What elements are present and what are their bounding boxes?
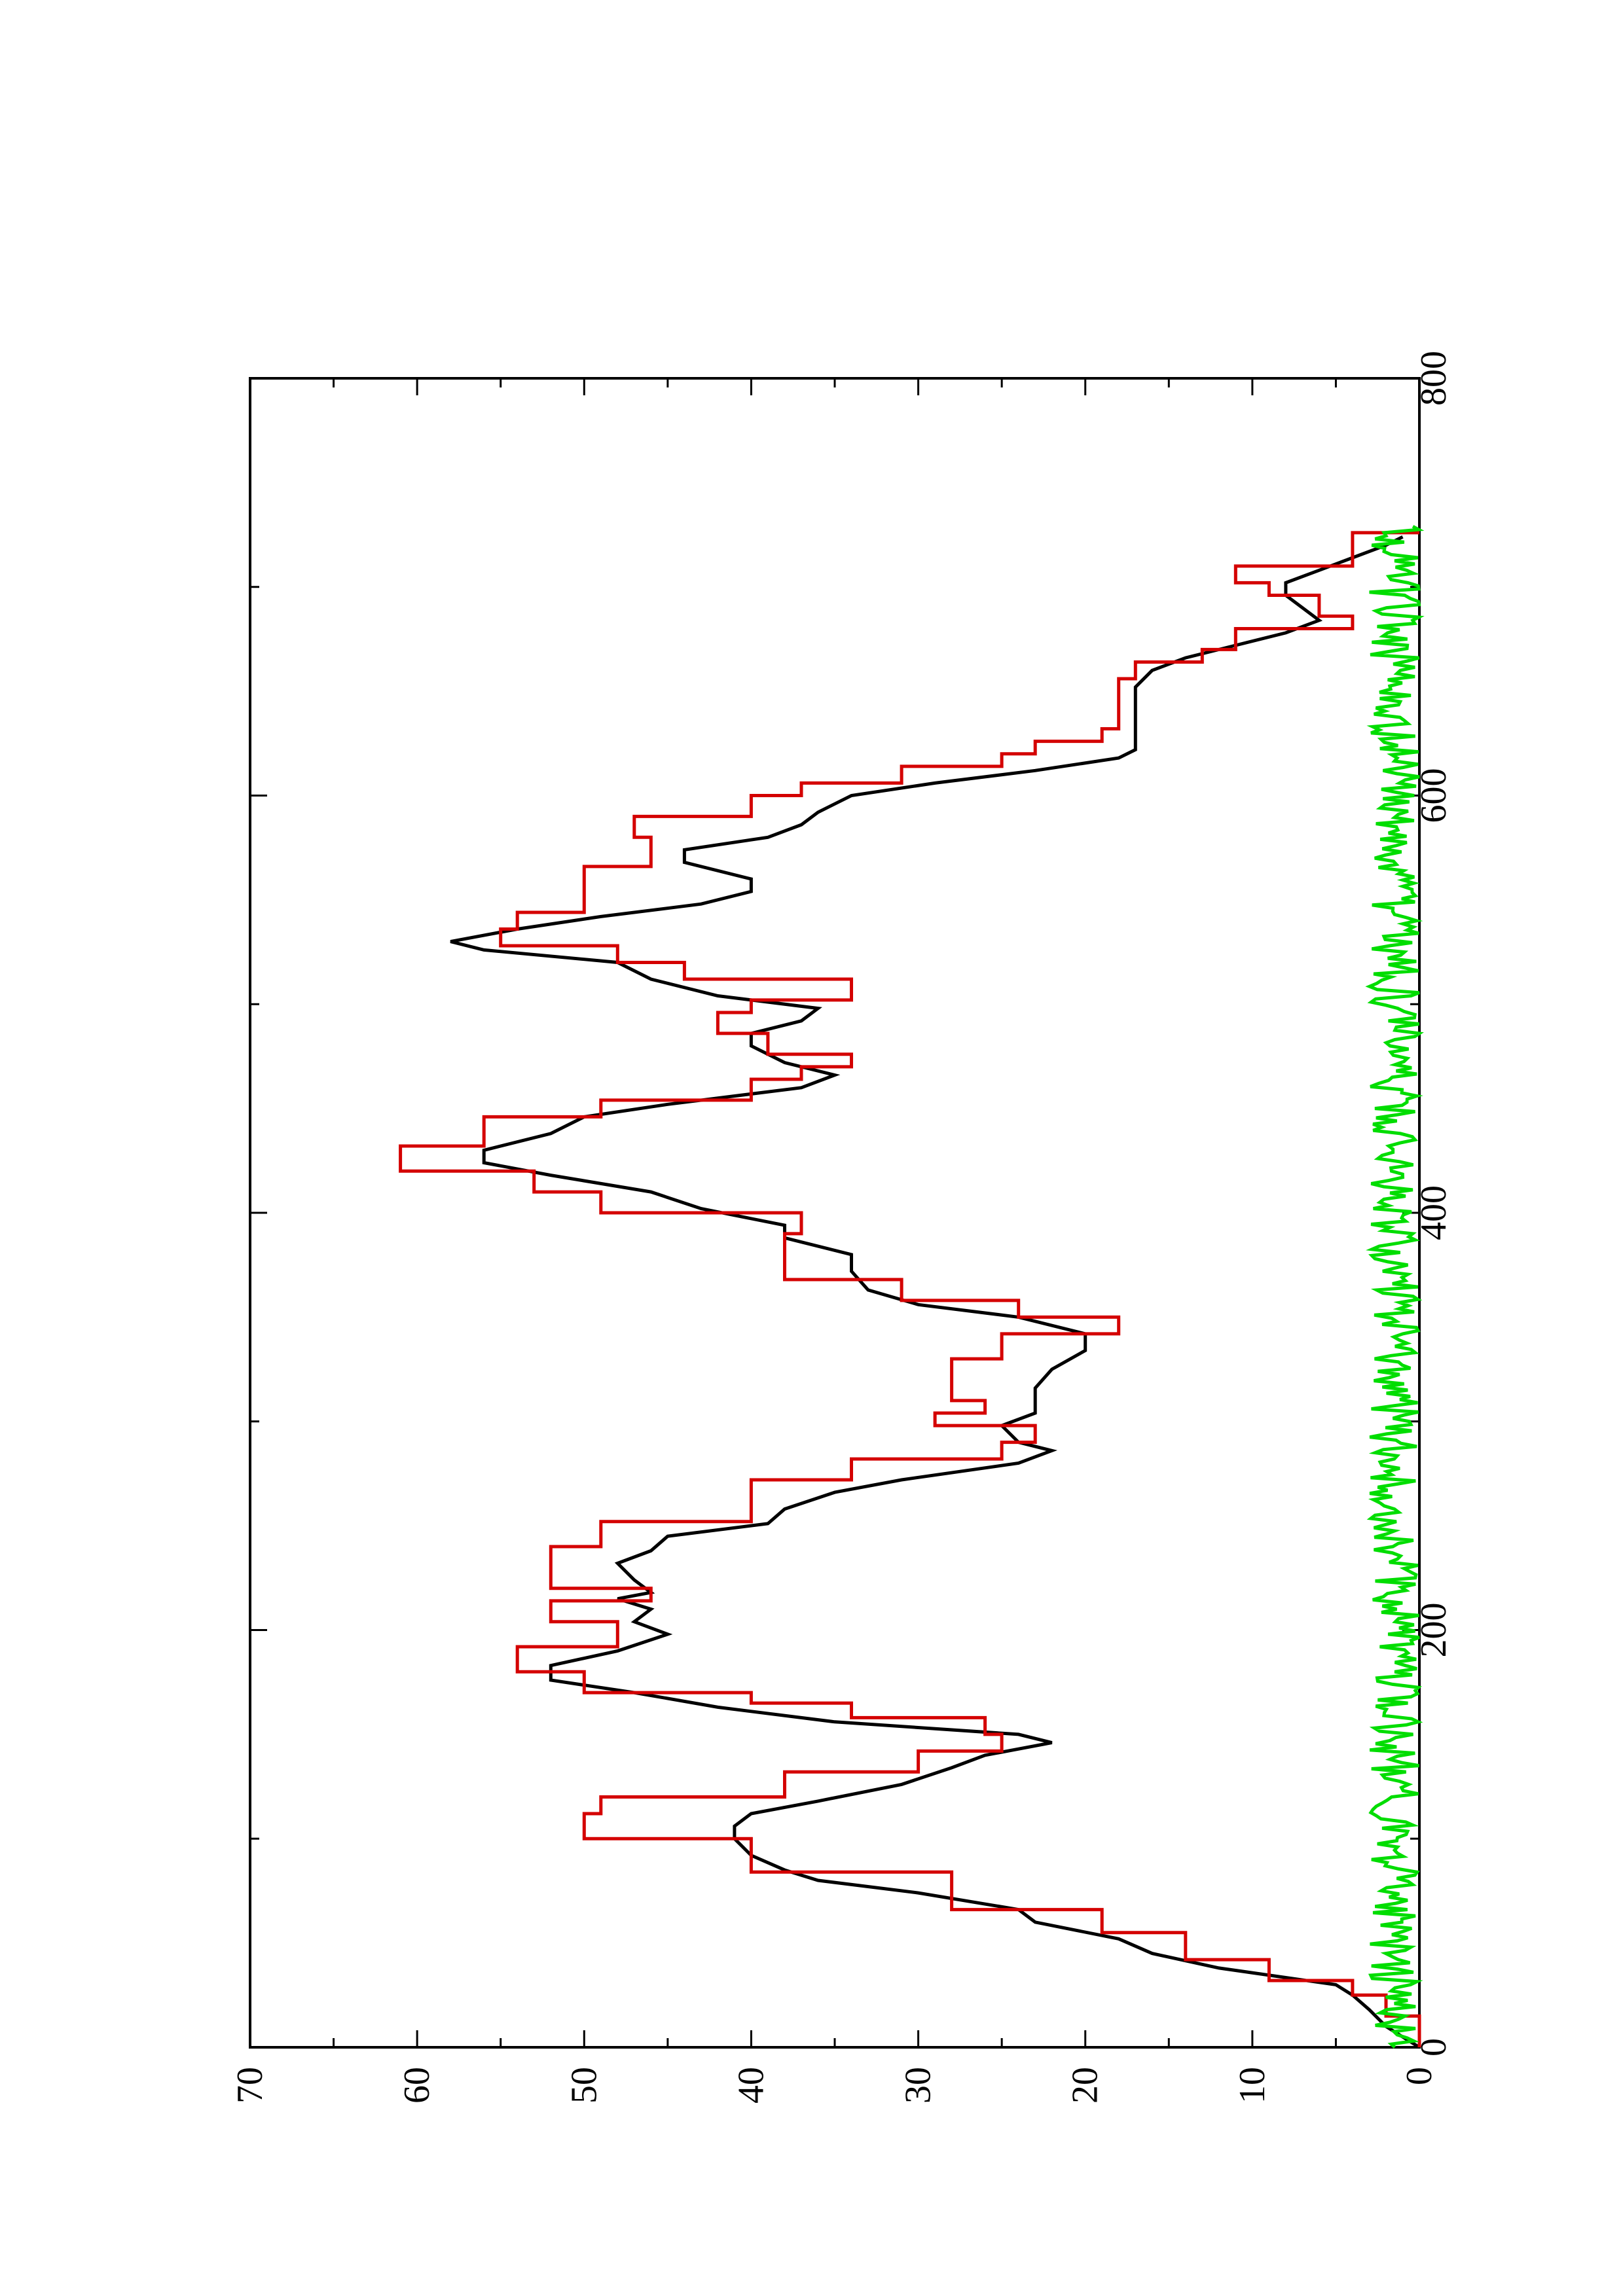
x-tick-label: 400 bbox=[1413, 1185, 1454, 1240]
y-tick-label: 10 bbox=[1232, 2067, 1273, 2104]
y-tick-labels: 0 10 20 30 40 50 60 70 bbox=[230, 2067, 1440, 2104]
y-tick-label: 70 bbox=[230, 2067, 270, 2104]
series-line-1 bbox=[450, 535, 1421, 2049]
x-tick-label: 800 bbox=[1413, 351, 1454, 406]
y-tick-label: 50 bbox=[564, 2067, 604, 2104]
y-tick-label: 60 bbox=[397, 2067, 437, 2104]
y-tick-label: 20 bbox=[1065, 2067, 1106, 2104]
x-tick-label: 600 bbox=[1413, 768, 1454, 823]
x-tick-label: 200 bbox=[1413, 1603, 1454, 1658]
y-tick-label: 30 bbox=[898, 2067, 939, 2104]
series-layer bbox=[399, 525, 1425, 2049]
series-line-2 bbox=[399, 531, 1421, 2047]
y-tick-label: 40 bbox=[731, 2067, 771, 2104]
y-tick-label: 0 bbox=[1399, 2067, 1440, 2085]
series-line-3 bbox=[1365, 525, 1425, 2049]
